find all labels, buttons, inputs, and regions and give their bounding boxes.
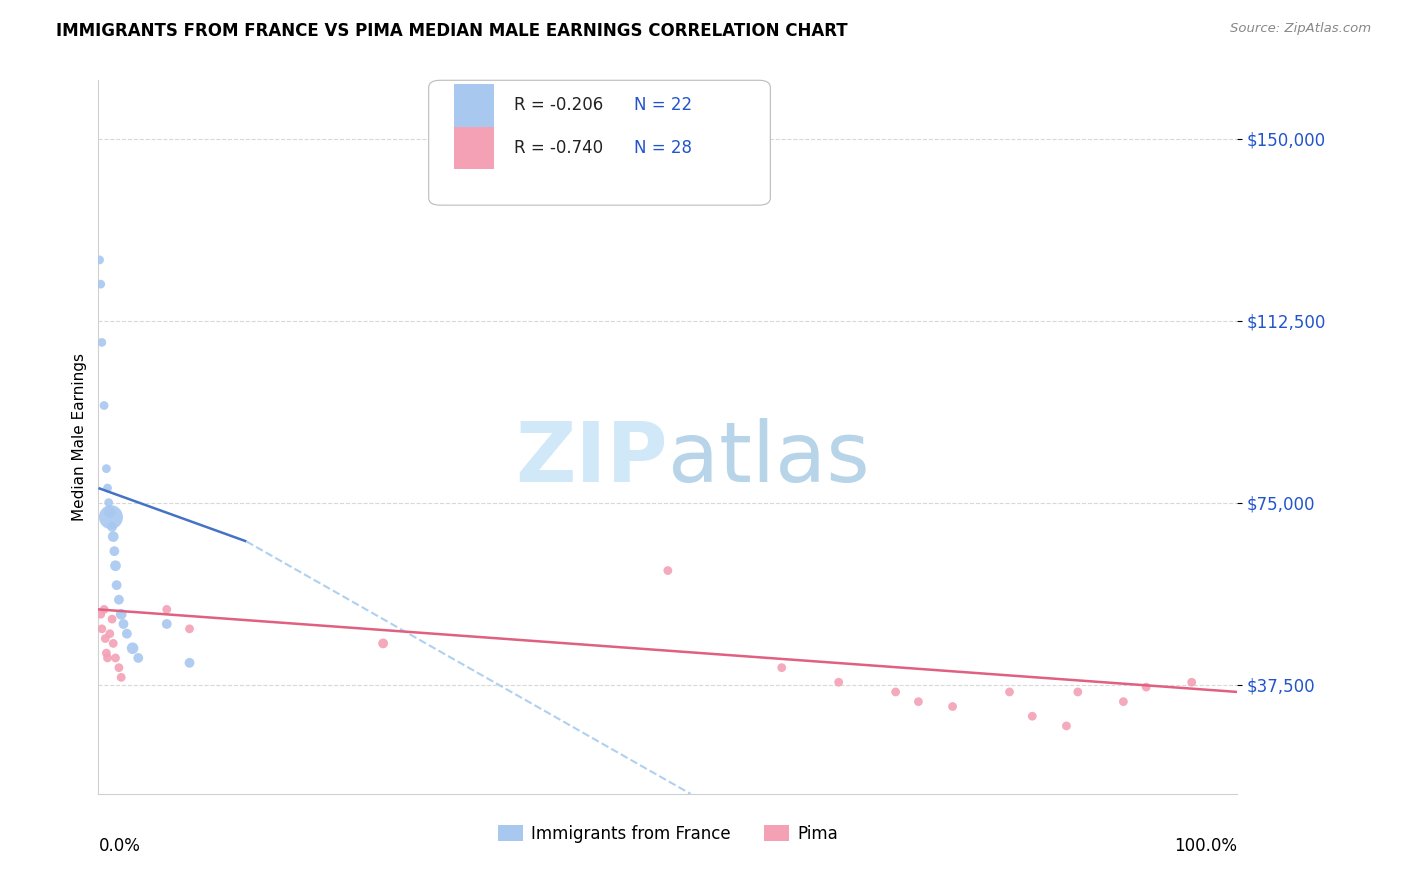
Text: ZIP: ZIP xyxy=(516,418,668,499)
Point xyxy=(103,530,125,544)
Text: 100.0%: 100.0% xyxy=(1174,837,1237,855)
Text: atlas: atlas xyxy=(668,418,869,499)
Point xyxy=(884,685,907,699)
Point xyxy=(156,617,179,632)
Point xyxy=(1054,719,1078,733)
Text: 0.0%: 0.0% xyxy=(98,837,141,855)
Point xyxy=(96,646,118,660)
Text: R = -0.740: R = -0.740 xyxy=(515,139,603,157)
Point xyxy=(110,607,132,622)
Point xyxy=(90,607,112,622)
Text: N = 28: N = 28 xyxy=(634,139,692,157)
Point xyxy=(112,617,135,632)
Y-axis label: Median Male Earnings: Median Male Earnings xyxy=(72,353,87,521)
Point xyxy=(371,636,394,650)
Point xyxy=(121,641,143,656)
Point xyxy=(828,675,851,690)
Point xyxy=(942,699,965,714)
Point xyxy=(1067,685,1090,699)
Point xyxy=(657,564,679,578)
Point xyxy=(97,495,120,509)
Point xyxy=(90,622,112,636)
Point xyxy=(96,651,118,665)
Point xyxy=(93,602,115,616)
FancyBboxPatch shape xyxy=(454,84,494,127)
Legend: Immigrants from France, Pima: Immigrants from France, Pima xyxy=(491,819,845,850)
Point xyxy=(96,481,118,495)
Point xyxy=(110,670,132,684)
Point xyxy=(96,461,118,475)
Point xyxy=(115,626,138,640)
FancyBboxPatch shape xyxy=(429,80,770,205)
Point xyxy=(105,578,128,592)
Point xyxy=(103,636,125,650)
Point xyxy=(1181,675,1204,690)
Text: N = 22: N = 22 xyxy=(634,96,692,114)
Point xyxy=(104,651,127,665)
Point xyxy=(179,656,201,670)
Text: R = -0.206: R = -0.206 xyxy=(515,96,603,114)
Point xyxy=(108,661,131,675)
Point xyxy=(907,695,929,709)
Point xyxy=(89,252,111,267)
Point xyxy=(93,399,115,413)
Point xyxy=(101,520,124,534)
Text: Source: ZipAtlas.com: Source: ZipAtlas.com xyxy=(1230,22,1371,36)
Text: IMMIGRANTS FROM FRANCE VS PIMA MEDIAN MALE EARNINGS CORRELATION CHART: IMMIGRANTS FROM FRANCE VS PIMA MEDIAN MA… xyxy=(56,22,848,40)
Point xyxy=(998,685,1021,699)
Point xyxy=(1112,695,1135,709)
Point xyxy=(127,651,149,665)
Point xyxy=(1135,680,1157,694)
Point xyxy=(1021,709,1043,723)
Point xyxy=(179,622,201,636)
Point xyxy=(98,626,121,640)
Point xyxy=(101,612,124,626)
Point xyxy=(94,632,117,646)
FancyBboxPatch shape xyxy=(454,127,494,169)
Point xyxy=(156,602,179,616)
Point xyxy=(98,505,121,519)
Point xyxy=(103,544,125,558)
Point xyxy=(108,592,131,607)
Point xyxy=(100,510,122,524)
Point xyxy=(90,335,112,350)
Point xyxy=(770,661,793,675)
Point xyxy=(90,277,112,292)
Point xyxy=(104,558,127,573)
